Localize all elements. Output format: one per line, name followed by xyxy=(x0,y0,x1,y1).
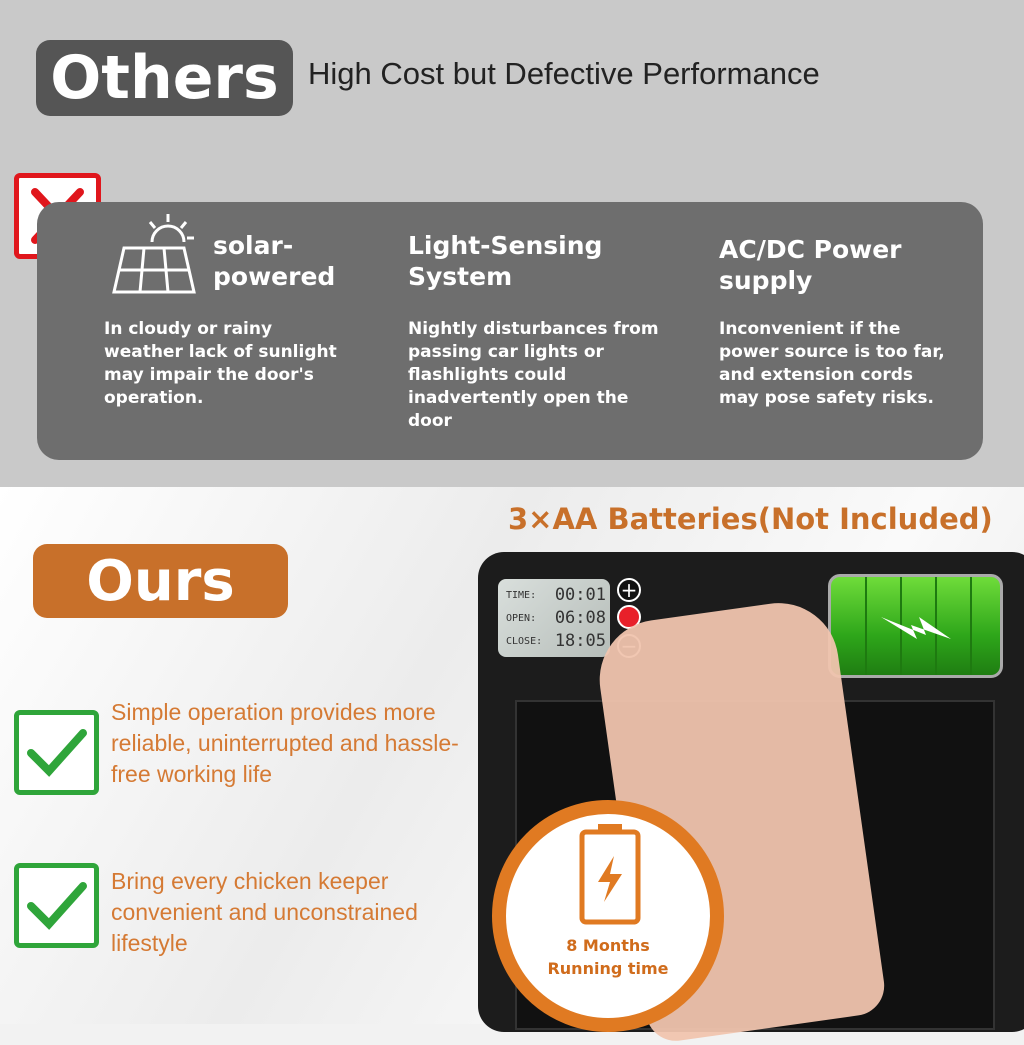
feature-1: Simple operation provides more reliable,… xyxy=(111,699,459,787)
lcd-open: OPEN: 06:08 xyxy=(506,608,606,628)
runtime-badge: 8 Months Running time xyxy=(492,800,724,1032)
battery-charge-icon xyxy=(579,824,641,925)
check-icon xyxy=(14,863,99,948)
solar-title: solar- powered xyxy=(213,231,336,291)
solar-text: In cloudy or rainy weather lack of sunli… xyxy=(104,319,337,408)
lcd-close: CLOSE: 18:05 xyxy=(506,631,606,651)
others-panel xyxy=(37,202,983,460)
feature-2: Bring every chicken keeper convenient an… xyxy=(111,868,418,956)
others-badge: Others xyxy=(36,40,293,116)
runtime-line2: Running time xyxy=(547,959,669,978)
light-sensing-title: Light-Sensing System xyxy=(408,231,603,291)
lcd-display: TIME: 00:01 OPEN: 06:08 CLOSE: 18:05 xyxy=(498,579,610,657)
others-subtitle: High Cost but Defective Performance xyxy=(308,56,820,91)
lcd-time: TIME: 00:01 xyxy=(506,585,606,605)
battery-icon xyxy=(828,574,1003,678)
acdc-text: Inconvenient if the power source is too … xyxy=(719,319,945,408)
check-icon xyxy=(14,710,99,795)
solar-panel-icon xyxy=(112,214,196,294)
plus-button[interactable]: + xyxy=(617,578,641,602)
battery-title: 3×AA Batteries(Not Included) xyxy=(508,502,993,536)
ours-badge: Ours xyxy=(33,544,288,618)
runtime-line1: 8 Months xyxy=(566,936,650,955)
acdc-title: AC/DC Power supply xyxy=(719,235,902,295)
light-sensing-text: Nightly disturbances from passing car li… xyxy=(408,319,659,431)
